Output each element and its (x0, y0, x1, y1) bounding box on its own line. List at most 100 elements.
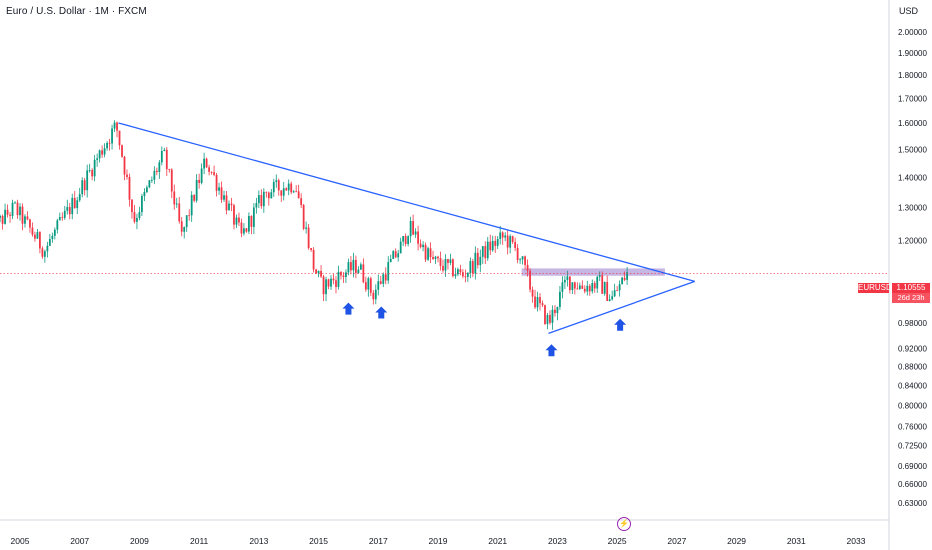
candle-body (466, 272, 469, 277)
candle-body (63, 210, 66, 218)
candle-body (412, 221, 415, 235)
candle-body (272, 181, 275, 193)
candle-body (220, 187, 223, 200)
candle-body (534, 296, 536, 308)
candle-body (282, 188, 285, 196)
candle-body (432, 256, 434, 259)
candle-body (583, 288, 586, 292)
candle-body (188, 215, 191, 217)
candle-body (469, 261, 472, 273)
candle-body (409, 221, 412, 237)
candle-body (496, 238, 499, 246)
candle-body (260, 195, 263, 207)
candle-body (86, 170, 89, 191)
candle-body (126, 174, 128, 177)
candle-body (397, 253, 400, 258)
candle-body (531, 289, 534, 297)
y-tick-label: 1.70000 (898, 94, 927, 103)
candle-body (208, 167, 210, 172)
candle-body (352, 259, 355, 271)
candle-body (394, 251, 397, 258)
candle-body (228, 203, 230, 211)
candle-body (623, 277, 626, 280)
candle-body (193, 195, 196, 201)
y-tick-label: 1.20000 (898, 236, 927, 245)
candle-body (559, 291, 561, 307)
candle-body (539, 297, 541, 304)
candle-body (257, 195, 260, 204)
candle-body (573, 282, 576, 289)
candle-body (16, 202, 19, 216)
x-tick-label: 2033 (847, 536, 866, 546)
candle-body (180, 221, 183, 232)
x-tick-label: 2015 (309, 536, 328, 546)
candle-body (429, 248, 432, 257)
candle-body (148, 180, 151, 188)
candle-body (43, 251, 46, 257)
candle-body (106, 142, 108, 149)
candle-body (486, 241, 489, 259)
candle-body (243, 228, 245, 234)
x-tick-label: 2011 (190, 536, 209, 546)
candle-body (9, 214, 11, 216)
candle-body (332, 278, 335, 281)
ascending-support (548, 280, 695, 335)
candle-body (34, 234, 36, 239)
candle-body (53, 229, 56, 236)
candle-body (457, 269, 459, 275)
candle-body (31, 227, 34, 235)
candle-body (464, 276, 467, 278)
candle-body (442, 265, 444, 271)
x-tick-label: 2029 (727, 536, 746, 546)
candle-body (427, 248, 429, 260)
candle-body (536, 297, 539, 308)
candle-body (461, 272, 464, 277)
candle-body (1, 215, 4, 224)
y-tick-label: 0.92000 (898, 345, 927, 354)
candle-body (36, 232, 39, 239)
candle-body (362, 264, 365, 283)
candle-body (449, 259, 452, 263)
candle-body (178, 203, 181, 222)
candle-body (6, 209, 9, 215)
candle-body (529, 270, 531, 290)
candle-body (285, 188, 288, 191)
candle-body (563, 279, 566, 283)
candle-body (357, 269, 360, 273)
candle-body (116, 122, 118, 131)
support-arrow-2025 (614, 318, 627, 331)
candle-body (484, 246, 487, 259)
candle-body (327, 279, 330, 287)
candle-body (136, 217, 138, 222)
candle-body (165, 149, 168, 170)
lightning-icon[interactable]: ⚡ (617, 517, 631, 531)
candle-body (93, 159, 96, 177)
candle-body (108, 142, 111, 144)
candle-body (439, 258, 442, 266)
x-tick-label: 2021 (488, 536, 507, 546)
y-tick-label: 1.50000 (898, 145, 927, 154)
candle-body (88, 170, 91, 171)
candle-body (14, 202, 16, 204)
candle-body (158, 162, 161, 173)
candle-body (48, 239, 51, 246)
trendlines (0, 122, 889, 335)
candle-body (444, 259, 447, 271)
candle-body (350, 262, 352, 271)
candle-body (101, 150, 104, 155)
candle-body (345, 272, 347, 277)
descending-resistance (118, 122, 695, 282)
candle-body (223, 195, 225, 200)
candle-body (73, 197, 76, 209)
candle-body (335, 280, 337, 287)
y-tick-label: 0.72500 (898, 442, 927, 451)
candle-body (586, 285, 589, 292)
candle-body (128, 176, 131, 200)
candle-body (476, 252, 479, 266)
candle-body (213, 172, 215, 175)
y-tick-label: 1.80000 (898, 71, 927, 80)
candle-body (549, 315, 551, 323)
